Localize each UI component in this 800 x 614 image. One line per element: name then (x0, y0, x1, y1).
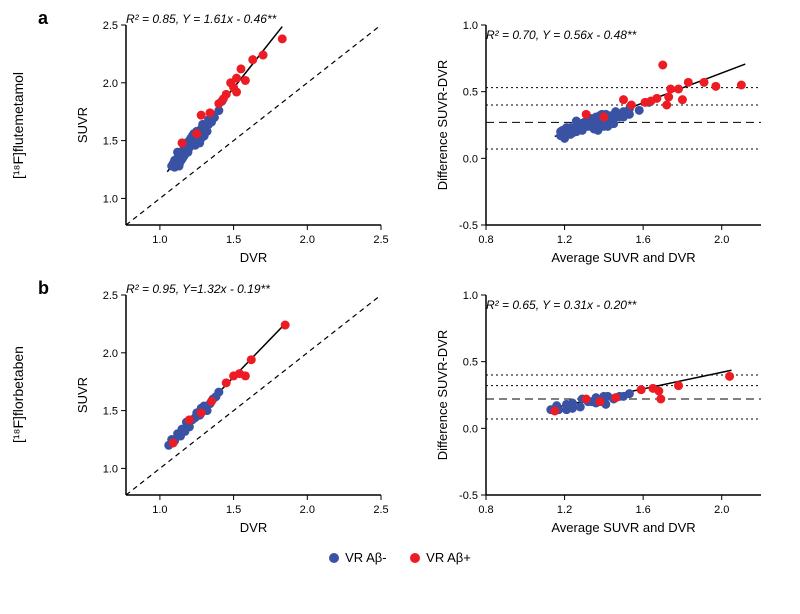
eq-b-left: R² = 0.95, Y=1.32x - 0.19** (126, 282, 270, 296)
svg-text:-0.5: -0.5 (459, 220, 478, 232)
svg-text:2.5: 2.5 (103, 20, 118, 32)
svg-text:1.2: 1.2 (557, 504, 572, 516)
svg-text:-0.5: -0.5 (459, 490, 478, 502)
panel-label-b: b (38, 278, 49, 299)
svg-text:1.6: 1.6 (635, 504, 650, 516)
svg-text:2.0: 2.0 (103, 348, 118, 360)
svg-text:0.5: 0.5 (463, 87, 478, 99)
svg-text:Difference SUVR-DVR: Difference SUVR-DVR (435, 330, 450, 461)
legend-neg: VR Aβ- (329, 550, 386, 565)
legend-neg-label: VR Aβ- (345, 550, 386, 565)
svg-text:0.0: 0.0 (463, 423, 478, 435)
eq-b-right: R² = 0.65, Y = 0.31x - 0.20** (486, 298, 636, 312)
svg-text:0.0: 0.0 (463, 153, 478, 165)
panel-label-a: a (38, 8, 48, 29)
legend: VR Aβ- VR Aβ+ (10, 550, 790, 566)
svg-text:0.5: 0.5 (463, 357, 478, 369)
svg-text:DVR: DVR (240, 250, 267, 265)
svg-text:1.5: 1.5 (226, 504, 241, 516)
row-b-label: [¹⁸F]florbetaben (10, 280, 26, 510)
svg-text:1.5: 1.5 (226, 234, 241, 246)
legend-dot-neg (329, 553, 339, 563)
svg-text:2.0: 2.0 (714, 234, 729, 246)
eq-a-right: R² = 0.70, Y = 0.56x - 0.48** (486, 28, 636, 42)
svg-text:1.0: 1.0 (463, 290, 478, 302)
figure: a [¹⁸F]flutemetamol R² = 0.85, Y = 1.61x… (10, 10, 790, 604)
svg-text:1.5: 1.5 (103, 406, 118, 418)
svg-text:2.0: 2.0 (300, 234, 315, 246)
svg-text:1.0: 1.0 (103, 463, 118, 475)
eq-a-left: R² = 0.85, Y = 1.61x - 0.46** (126, 12, 276, 26)
svg-text:2.5: 2.5 (373, 504, 388, 516)
svg-text:2.5: 2.5 (103, 290, 118, 302)
svg-text:1.0: 1.0 (152, 504, 167, 516)
svg-text:SUVR: SUVR (75, 107, 90, 143)
svg-text:2.0: 2.0 (300, 504, 315, 516)
chart-b-left: R² = 0.95, Y=1.32x - 0.19** 1.0 1.5 2.0 2.5… (71, 280, 391, 540)
legend-dot-pos (410, 553, 420, 563)
svg-text:1.0: 1.0 (152, 234, 167, 246)
chart-a-left: R² = 0.85, Y = 1.61x - 0.46** 1.0 1.5 2.0 2… (71, 10, 391, 270)
chart-a-right: R² = 0.70, Y = 0.56x - 0.48** 0.8 1.2 1.6 2… (431, 10, 771, 270)
svg-text:0.8: 0.8 (478, 234, 493, 246)
chart-b-right: R² = 0.65, Y = 0.31x - 0.20** 0.8 1.2 1.6 2… (431, 280, 771, 540)
row-b: [¹⁸F]florbetaben R² = 0.95, Y=1.32x - 0.… (10, 280, 790, 540)
svg-text:DVR: DVR (240, 520, 267, 535)
svg-text:1.5: 1.5 (103, 136, 118, 148)
svg-text:SUVR: SUVR (75, 377, 90, 413)
svg-text:0.8: 0.8 (478, 504, 493, 516)
legend-pos-label: VR Aβ+ (426, 550, 471, 565)
svg-text:2.0: 2.0 (714, 504, 729, 516)
legend-pos: VR Aβ+ (410, 550, 471, 565)
svg-text:1.6: 1.6 (635, 234, 650, 246)
svg-text:2.0: 2.0 (103, 78, 118, 90)
row-a: [¹⁸F]flutemetamol R² = 0.85, Y = 1.61x -… (10, 10, 790, 270)
svg-text:1.2: 1.2 (557, 234, 572, 246)
svg-text:Difference SUVR-DVR: Difference SUVR-DVR (435, 60, 450, 191)
svg-text:2.5: 2.5 (373, 234, 388, 246)
row-a-label: [¹⁸F]flutemetamol (10, 10, 26, 240)
svg-text:1.0: 1.0 (463, 20, 478, 32)
svg-text:1.0: 1.0 (103, 193, 118, 205)
svg-text:Average SUVR and DVR: Average SUVR and DVR (551, 250, 695, 265)
svg-text:Average SUVR and DVR: Average SUVR and DVR (551, 520, 695, 535)
